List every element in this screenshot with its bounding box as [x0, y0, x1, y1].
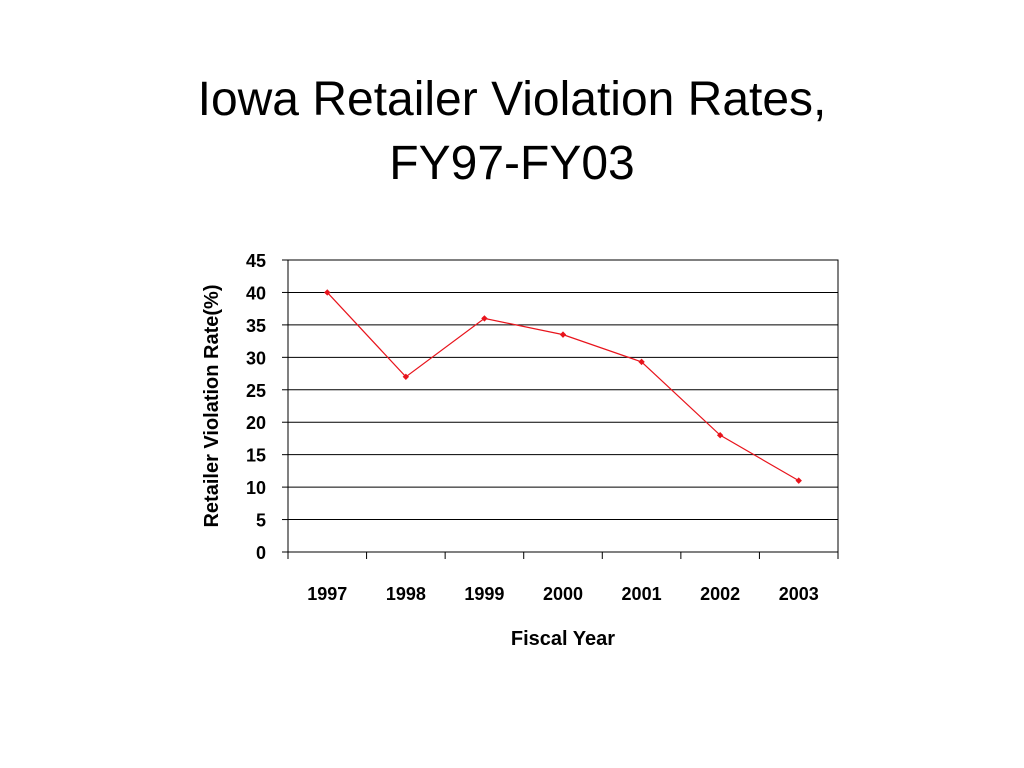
plot-area: [287, 259, 839, 553]
y-tick-labels: 0 5 10 15 20 25 30 35 40 45: [246, 251, 288, 563]
slide-title: Iowa Retailer Violation Rates, FY97-FY03: [0, 68, 1024, 196]
x-tick-label: 2001: [622, 584, 662, 604]
y-tick-label: 25: [246, 381, 266, 401]
y-tick-label: 5: [256, 511, 266, 531]
y-tick-label: 15: [246, 446, 266, 466]
data-point: [716, 432, 724, 439]
y-tick-label: 0: [256, 543, 266, 563]
x-tick-label: 2003: [779, 584, 819, 604]
x-tick-label: 2000: [543, 584, 583, 604]
y-tick-label: 40: [246, 283, 266, 303]
data-point: [638, 358, 645, 366]
y-tick-label: 45: [246, 251, 266, 271]
y-tick-label: 30: [246, 348, 266, 368]
x-tick-label: 1999: [464, 584, 504, 604]
x-tick-label: 1997: [307, 584, 347, 604]
data-point: [324, 289, 331, 296]
slide-title-line-1: Iowa Retailer Violation Rates,: [197, 73, 827, 126]
data-point: [481, 315, 488, 322]
x-axis-title: Fiscal Year: [511, 628, 615, 650]
series: [324, 289, 802, 484]
x-tick-labels: 1997 1998 1999 2000 2001 2002 2003: [287, 552, 839, 604]
gridlines: [288, 259, 838, 521]
y-axis-title: Retailer Violation Rate(%): [201, 284, 223, 527]
x-tick-label: 2002: [700, 584, 740, 604]
y-tick-label: 35: [246, 316, 266, 336]
y-tick-label: 10: [246, 478, 266, 498]
data-point: [795, 477, 802, 484]
data-point: [559, 331, 567, 338]
series-line: [326, 292, 800, 482]
x-tick-label: 1998: [386, 584, 426, 604]
slide-title-line-2: FY97-FY03: [389, 137, 635, 190]
y-tick-label: 20: [246, 413, 266, 433]
data-point: [402, 373, 410, 380]
